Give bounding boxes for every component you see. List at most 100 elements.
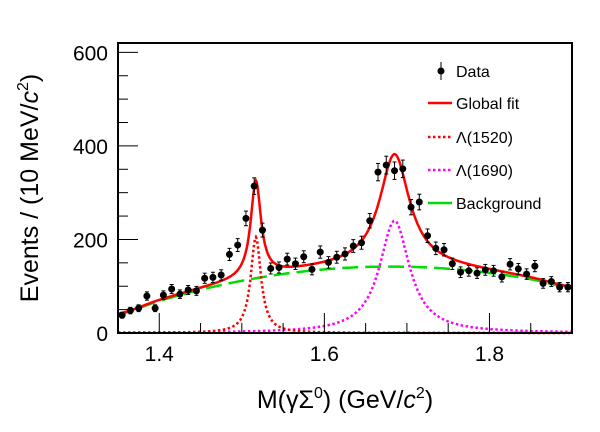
data-marker bbox=[151, 304, 159, 312]
data-point bbox=[192, 285, 200, 296]
x-tick-label: 1.4 bbox=[145, 343, 175, 366]
data-point bbox=[291, 257, 299, 270]
data-marker bbox=[192, 287, 200, 295]
x-tick-label: 1.8 bbox=[475, 343, 504, 366]
data-marker bbox=[514, 265, 522, 273]
data-point bbox=[151, 304, 159, 313]
data-points-layer bbox=[118, 155, 572, 319]
data-point bbox=[308, 263, 316, 276]
y-axis-label: Events / (10 MeV/c2) bbox=[15, 74, 44, 302]
legend-label-data: Data bbox=[456, 64, 490, 81]
data-marker bbox=[506, 260, 514, 268]
data-point bbox=[481, 263, 489, 276]
y-tick-label: 400 bbox=[73, 136, 108, 159]
data-point bbox=[407, 199, 415, 216]
data-point bbox=[432, 241, 440, 256]
data-marker bbox=[159, 291, 167, 299]
data-point bbox=[126, 306, 134, 315]
data-marker bbox=[176, 290, 184, 298]
data-point bbox=[258, 222, 266, 238]
data-point bbox=[209, 271, 217, 283]
data-marker bbox=[291, 260, 299, 268]
data-marker bbox=[473, 269, 481, 277]
data-marker bbox=[267, 264, 275, 272]
data-marker bbox=[300, 253, 308, 261]
data-point bbox=[440, 243, 448, 257]
data-point bbox=[448, 257, 456, 270]
data-point bbox=[490, 264, 498, 277]
legend: Data Global fit Λ(1520) Λ(1690) Backgrou… bbox=[428, 62, 541, 213]
legend-l1520: Λ(1520) bbox=[428, 130, 513, 147]
data-marker bbox=[333, 253, 341, 261]
legend-l1690: Λ(1690) bbox=[428, 163, 513, 180]
data-marker bbox=[564, 283, 572, 291]
y-tick-label: 0 bbox=[96, 323, 108, 346]
data-marker bbox=[424, 232, 432, 240]
plot-frame bbox=[117, 42, 573, 334]
data-marker bbox=[341, 250, 349, 258]
data-point bbox=[399, 159, 407, 179]
data-marker bbox=[258, 226, 266, 234]
legend-background: Background bbox=[428, 196, 541, 213]
data-point bbox=[225, 247, 233, 261]
legend-data: Data bbox=[437, 62, 490, 81]
ticks-layer bbox=[117, 51, 573, 334]
data-point bbox=[324, 256, 332, 269]
data-marker bbox=[547, 278, 555, 286]
tick-labels-layer: 0 200 400 600 1.4 1.6 1.8 bbox=[73, 42, 504, 366]
data-marker bbox=[324, 258, 332, 266]
data-point bbox=[349, 239, 357, 253]
data-point bbox=[415, 193, 423, 211]
data-point bbox=[382, 155, 390, 175]
data-point bbox=[358, 235, 366, 250]
data-marker bbox=[126, 307, 134, 315]
data-point bbox=[267, 262, 275, 275]
data-marker bbox=[539, 279, 547, 287]
data-point bbox=[374, 162, 382, 182]
data-point bbox=[539, 278, 547, 289]
data-point bbox=[556, 282, 564, 293]
data-point bbox=[514, 262, 522, 275]
data-marker bbox=[391, 167, 399, 175]
data-point bbox=[300, 250, 308, 264]
data-point bbox=[465, 264, 473, 277]
data-point bbox=[366, 212, 374, 229]
data-marker bbox=[481, 266, 489, 274]
data-point bbox=[143, 291, 151, 301]
data-marker bbox=[432, 244, 440, 252]
data-point bbox=[564, 282, 572, 293]
data-marker bbox=[448, 260, 456, 268]
data-marker bbox=[556, 283, 564, 291]
data-point bbox=[275, 261, 283, 274]
data-marker bbox=[234, 241, 242, 249]
data-marker bbox=[374, 168, 382, 176]
data-point bbox=[283, 252, 291, 266]
data-point bbox=[498, 271, 506, 283]
legend-label-background: Background bbox=[456, 196, 541, 213]
data-point bbox=[316, 245, 324, 259]
legend-label-l1520: Λ(1520) bbox=[456, 130, 513, 147]
data-point bbox=[341, 247, 349, 261]
data-point bbox=[217, 269, 225, 281]
x-tick-label: 1.6 bbox=[310, 343, 339, 366]
data-point bbox=[250, 177, 258, 195]
data-point bbox=[234, 238, 242, 252]
data-point bbox=[531, 260, 539, 273]
data-marker bbox=[490, 267, 498, 275]
data-marker bbox=[143, 292, 151, 300]
data-marker bbox=[308, 265, 316, 273]
data-marker bbox=[225, 250, 233, 258]
data-point bbox=[242, 210, 250, 227]
data-point bbox=[424, 228, 432, 243]
data-point bbox=[391, 161, 399, 180]
data-marker bbox=[316, 248, 324, 256]
data-point bbox=[547, 276, 555, 287]
legend-label-global-fit: Global fit bbox=[456, 96, 520, 113]
y-tick-label: 200 bbox=[73, 229, 108, 252]
data-point bbox=[176, 289, 184, 299]
data-marker bbox=[184, 286, 192, 294]
data-point bbox=[473, 267, 481, 279]
data-point bbox=[506, 258, 514, 271]
data-marker bbox=[283, 255, 291, 263]
